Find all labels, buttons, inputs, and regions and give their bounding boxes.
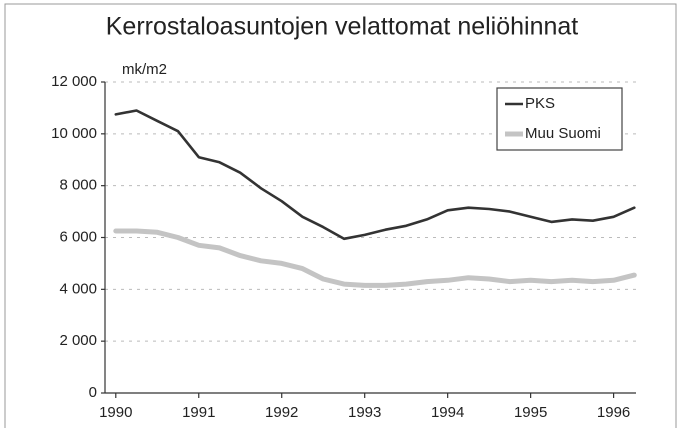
y-tick-label: 6 000 bbox=[59, 228, 97, 245]
x-tick-label: 1992 bbox=[265, 404, 298, 421]
x-tick-label: 1991 bbox=[182, 404, 215, 421]
x-tick-label: 1995 bbox=[514, 404, 547, 421]
series-line bbox=[114, 109, 636, 241]
legend-label: Muu Suomi bbox=[525, 125, 601, 142]
y-tick-label: 4 000 bbox=[59, 280, 97, 297]
x-tick-label: 1994 bbox=[431, 404, 464, 421]
legend-box bbox=[496, 87, 623, 151]
y-tick-label: 0 bbox=[89, 384, 97, 401]
series-line bbox=[113, 228, 637, 288]
y-tick-label: 8 000 bbox=[59, 177, 97, 194]
y-tick-label: 10 000 bbox=[51, 125, 97, 142]
y-tick-label: 2 000 bbox=[59, 332, 97, 349]
chart-frame bbox=[4, 3, 677, 428]
x-tick-label: 1993 bbox=[348, 404, 381, 421]
legend-label: PKS bbox=[525, 95, 555, 112]
legend: PKS Muu Suomi bbox=[496, 87, 623, 151]
x-tick-label: 1990 bbox=[99, 404, 132, 421]
y-axis-label: mk/m2 bbox=[122, 61, 167, 78]
y-tick-label: 12 000 bbox=[51, 73, 97, 90]
x-tick-label: 1996 bbox=[597, 404, 630, 421]
chart-title: Kerrostaloasuntojen velattomat neliöhinn… bbox=[106, 13, 579, 41]
